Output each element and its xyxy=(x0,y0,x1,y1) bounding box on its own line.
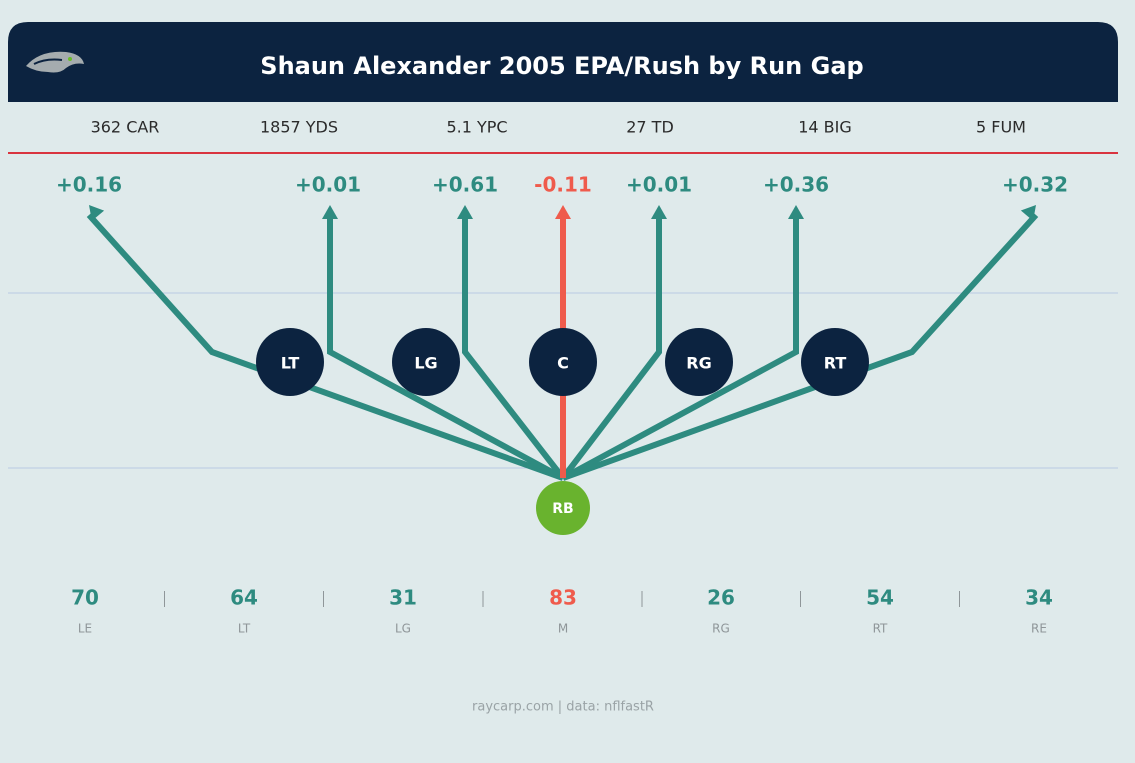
epa-label: -0.11 xyxy=(534,173,592,197)
gap-name: RT xyxy=(873,622,888,636)
arrow-head xyxy=(651,205,667,219)
lineman-label: RG xyxy=(686,354,711,373)
gap-name: LE xyxy=(78,622,92,636)
labels: 362 CAR 1857 YDS 5.1 YPC 27 TD 14 BIG 5 FUM +0… xyxy=(56,118,1068,636)
arrow-head xyxy=(457,205,473,219)
carry-count: 64 xyxy=(230,586,258,610)
epa-label: +0.01 xyxy=(295,173,361,197)
carry-count: 34 xyxy=(1025,586,1053,610)
gap-name: M xyxy=(558,622,568,636)
arrow-head xyxy=(555,205,571,219)
stat: 1857 YDS xyxy=(260,118,338,137)
run-path xyxy=(327,215,565,481)
stat: 27 TD xyxy=(626,118,674,137)
epa-label: +0.36 xyxy=(763,173,829,197)
arrow-head xyxy=(322,205,338,219)
stat: 14 BIG xyxy=(798,118,852,137)
gap-name: LT xyxy=(238,622,251,636)
epa-label: +0.32 xyxy=(1002,173,1068,197)
lineman xyxy=(529,328,597,396)
lineman xyxy=(665,328,733,396)
lineman-label: RT xyxy=(824,354,847,373)
arrow-head xyxy=(788,205,804,219)
gap-name: LG xyxy=(395,622,411,636)
footer: raycarp.com | data: nflfastR xyxy=(472,700,654,715)
stat: 362 CAR xyxy=(91,118,160,137)
carry-count: 26 xyxy=(707,586,735,610)
stat: 5.1 YPC xyxy=(446,118,507,137)
epa-label: +0.01 xyxy=(626,173,692,197)
run-path xyxy=(462,215,566,480)
run-path xyxy=(561,212,1039,481)
epa-label: +0.16 xyxy=(56,173,122,197)
stat: 5 FUM xyxy=(976,118,1026,137)
lineman xyxy=(801,328,869,396)
gap-name: RG xyxy=(712,622,730,636)
players: LT LG C RG RT RB xyxy=(256,328,869,535)
carry-count: 31 xyxy=(389,586,417,610)
title: Shaun Alexander 2005 EPA/Rush by Run Gap xyxy=(260,52,863,80)
lineman xyxy=(392,328,460,396)
running-back xyxy=(536,481,590,535)
arrow-head xyxy=(1020,205,1036,221)
gap-name: RE xyxy=(1031,622,1047,636)
lineman-label: LG xyxy=(414,354,437,373)
lineman-label: C xyxy=(557,354,569,373)
team-logo xyxy=(26,51,84,73)
run-path xyxy=(561,215,799,481)
epa-label: +0.61 xyxy=(432,173,498,197)
running-back-label: RB xyxy=(552,501,573,517)
run-paths xyxy=(86,205,1039,481)
arrow-head xyxy=(89,205,105,221)
carry-count: 83 xyxy=(549,586,577,610)
header-bar xyxy=(8,22,1118,102)
carry-count: 70 xyxy=(71,586,99,610)
lineman-label: LT xyxy=(281,354,300,373)
run-path xyxy=(560,215,662,480)
lineman xyxy=(256,328,324,396)
run-path xyxy=(86,212,565,481)
carry-count: 54 xyxy=(866,586,894,610)
